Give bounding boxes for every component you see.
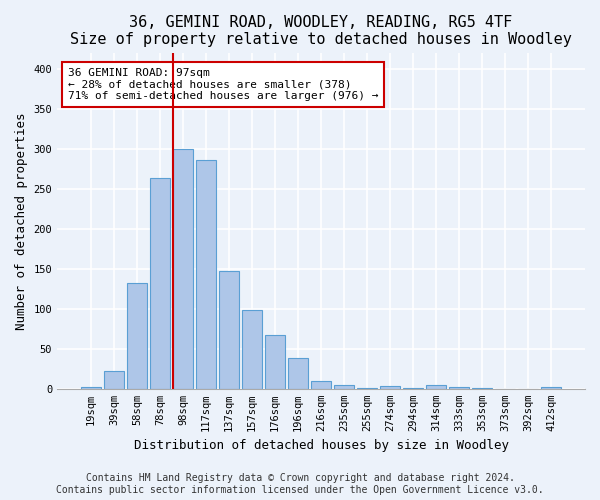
Title: 36, GEMINI ROAD, WOODLEY, READING, RG5 4TF
Size of property relative to detached: 36, GEMINI ROAD, WOODLEY, READING, RG5 4… bbox=[70, 15, 572, 48]
Text: Contains HM Land Registry data © Crown copyright and database right 2024.
Contai: Contains HM Land Registry data © Crown c… bbox=[56, 474, 544, 495]
Bar bbox=[311, 381, 331, 389]
Bar bbox=[150, 178, 170, 389]
Bar bbox=[104, 371, 124, 389]
Bar bbox=[196, 160, 216, 389]
Bar bbox=[127, 283, 147, 389]
Y-axis label: Number of detached properties: Number of detached properties bbox=[15, 112, 28, 330]
Bar bbox=[265, 335, 285, 389]
Bar bbox=[288, 358, 308, 389]
Bar bbox=[358, 388, 377, 389]
Bar bbox=[403, 388, 423, 389]
Bar bbox=[449, 387, 469, 389]
Bar bbox=[427, 385, 446, 389]
Bar bbox=[334, 385, 354, 389]
Bar bbox=[173, 149, 193, 389]
Text: 36 GEMINI ROAD: 97sqm
← 28% of detached houses are smaller (378)
71% of semi-det: 36 GEMINI ROAD: 97sqm ← 28% of detached … bbox=[68, 68, 378, 101]
Bar bbox=[242, 310, 262, 389]
Bar bbox=[219, 271, 239, 389]
Bar bbox=[81, 387, 101, 389]
X-axis label: Distribution of detached houses by size in Woodley: Distribution of detached houses by size … bbox=[134, 440, 509, 452]
Bar bbox=[472, 388, 492, 389]
Bar bbox=[541, 387, 561, 389]
Bar bbox=[380, 386, 400, 389]
